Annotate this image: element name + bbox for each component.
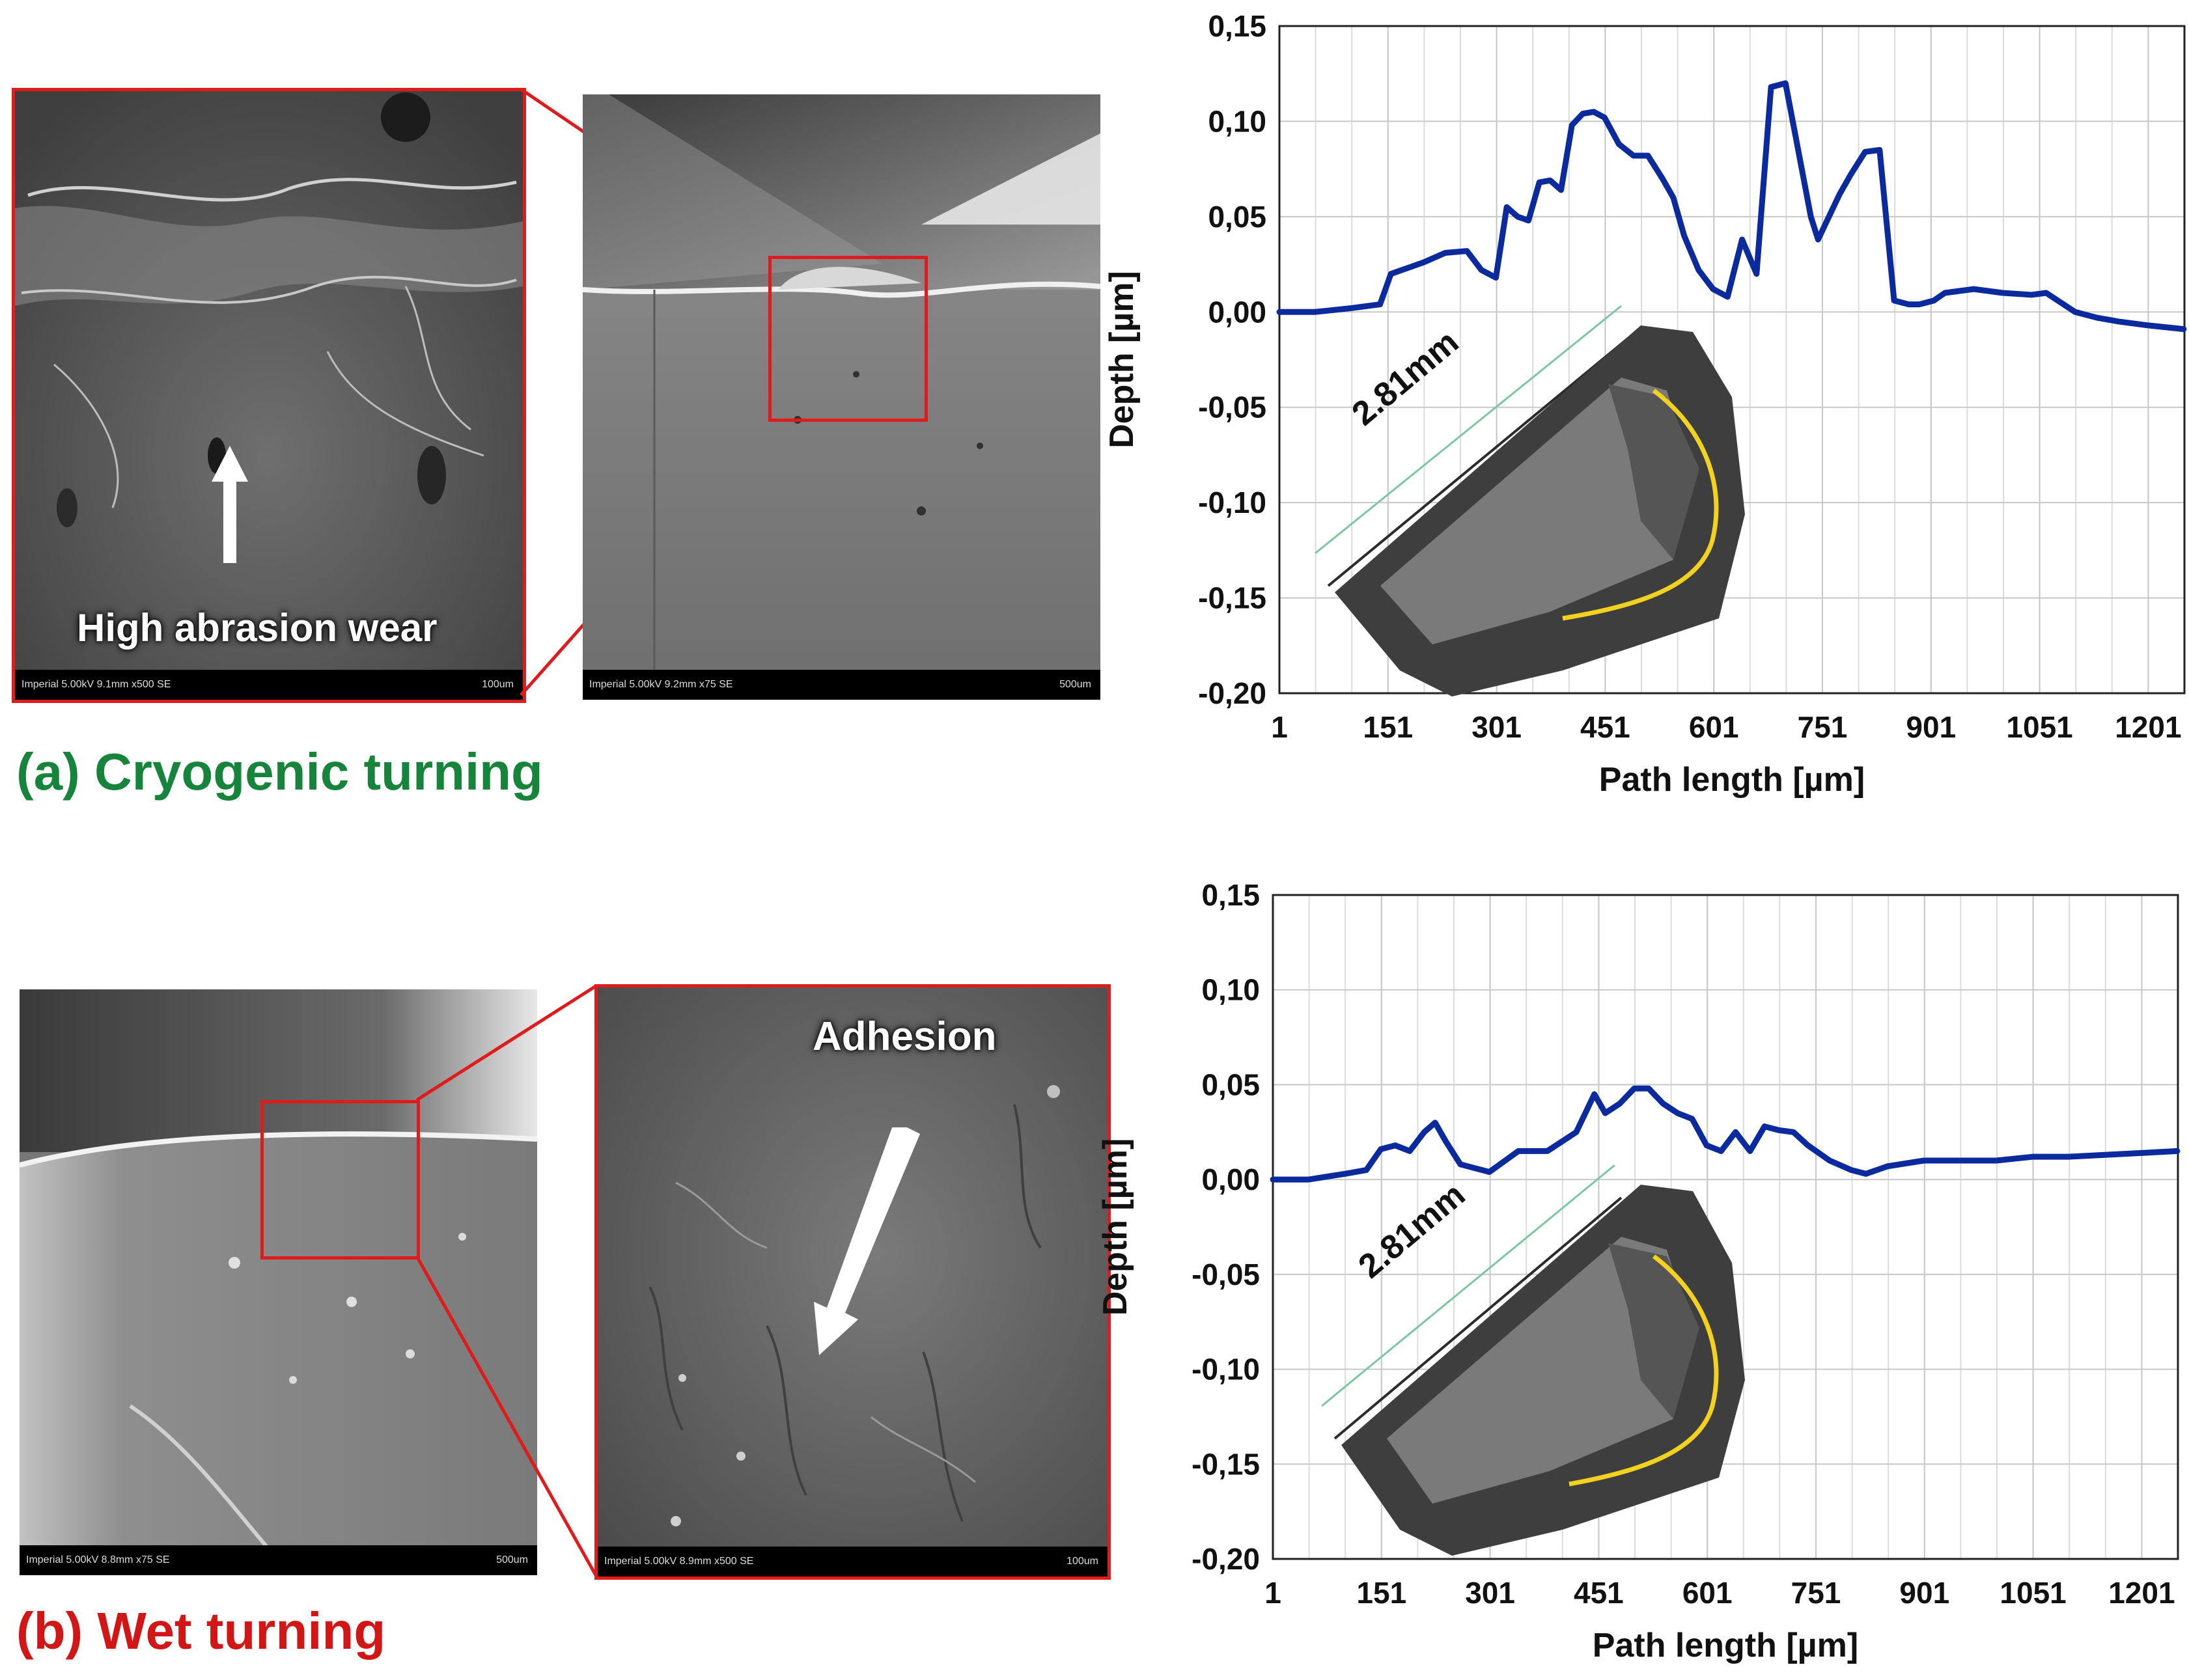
x-tick-label: 301 xyxy=(1471,710,1522,744)
x-tick-label: 901 xyxy=(1906,710,1956,744)
y-tick-label: -0,10 xyxy=(1192,1353,1260,1386)
x-tick-label: 301 xyxy=(1465,1576,1515,1610)
x-tick-label: 151 xyxy=(1363,710,1413,744)
y-tick-label: -0,05 xyxy=(1192,1258,1260,1291)
caption-a: (a) Cryogenic turning xyxy=(16,743,543,801)
y-tick-label: -0,15 xyxy=(1192,1447,1260,1481)
highlight-box-a xyxy=(768,256,928,422)
x-tick-label: 1201 xyxy=(2115,710,2181,744)
sem-texture-a-detail xyxy=(15,91,523,700)
x-tick-label: 1051 xyxy=(2000,1576,2066,1610)
y-tick-label: 0,05 xyxy=(1201,1067,1260,1101)
x-tick-label: 1 xyxy=(1271,710,1288,744)
sem-image-b-overview: Imperial 5.00kV 8.8mm x75 SE 500um xyxy=(20,989,537,1575)
y-tick-label: 0,15 xyxy=(1201,878,1260,912)
y-tick-label: -0,05 xyxy=(1198,391,1266,424)
y-tick-label: 0,00 xyxy=(1208,295,1266,329)
x-tick-label: 901 xyxy=(1899,1576,1949,1610)
scalebar-b-detail: Imperial 5.00kV 8.9mm x500 SE 100um xyxy=(598,1547,1108,1577)
depth-profile-chart-b: 0,15 0,10 0,05 0,00 -0,05 -0,10 -0,15 -0,20 1 151… xyxy=(1096,866,2189,1679)
y-tick-label: 0,10 xyxy=(1208,104,1266,138)
scalebar-b-overview: Imperial 5.00kV 8.8mm x75 SE 500um xyxy=(20,1545,537,1575)
annotation-high-abrasion-wear: High abrasion wear xyxy=(77,606,438,650)
x-tick-label: 601 xyxy=(1682,1576,1733,1610)
scalebar-length: 100um xyxy=(1067,1556,1098,1567)
x-tick-label: 1 xyxy=(1264,1576,1281,1610)
y-tick-label: -0,10 xyxy=(1198,486,1266,519)
plot-frame xyxy=(1278,25,2186,695)
y-axis-label: Depth [µm] xyxy=(1096,1138,1134,1316)
x-tick-label: 751 xyxy=(1791,1576,1841,1610)
y-tick-label: 0,00 xyxy=(1201,1163,1260,1196)
chart-svg-a: 0,15 0,10 0,05 0,00 -0,05 -0,10 -0,15 -0,201 151… xyxy=(1103,9,2187,799)
scalebar-length: 500um xyxy=(496,1554,528,1565)
x-tick-label: 451 xyxy=(1580,710,1630,744)
y-tick-label: 0,10 xyxy=(1201,973,1260,1007)
caption-b: (b) Wet turning xyxy=(16,1602,386,1660)
x-tick-label: 451 xyxy=(1574,1576,1624,1610)
sem-image-a-overview: Imperial 5.00kV 9.2mm x75 SE 500um xyxy=(583,94,1100,700)
scalebar-info: Imperial 5.00kV 8.8mm x75 SE xyxy=(26,1554,170,1565)
highlight-box-b xyxy=(260,1100,420,1260)
arrow-up-icon xyxy=(212,446,248,563)
scalebar-info: Imperial 5.00kV 9.1mm x500 SE xyxy=(21,679,171,690)
scalebar-length: 500um xyxy=(1059,679,1091,690)
x-tick-label: 1051 xyxy=(2006,710,2072,744)
series-line-depth xyxy=(1270,1085,2181,1183)
scalebar-info: Imperial 5.00kV 9.2mm x75 SE xyxy=(589,679,733,690)
sem-image-b-detail: Adhesion Imperial 5.00kV 8.9mm x500 SE 1… xyxy=(594,984,1111,1580)
x-axis-label: Path length [µm] xyxy=(1593,1627,1858,1664)
annotation-adhesion: Adhesion xyxy=(813,1014,997,1059)
x-tick-label: 751 xyxy=(1798,710,1848,744)
sem-texture-b-overview xyxy=(20,989,537,1575)
y-axis-label: Depth [µm] xyxy=(1103,271,1141,448)
x-tick-label: 151 xyxy=(1356,1576,1406,1610)
depth-profile-chart-a: 0,15 0,10 0,05 0,00 -0,05 -0,10 -0,15 -0,20 1 151… xyxy=(1103,0,2189,820)
tool-insert-image-b xyxy=(1321,1164,1745,1556)
series-line-depth xyxy=(1276,80,2187,333)
x-tick-label: 1201 xyxy=(2108,1576,2175,1610)
y-tick-label: -0,20 xyxy=(1198,676,1266,710)
y-tick-label: 0,05 xyxy=(1208,200,1266,234)
plot-frame xyxy=(1272,894,2179,1560)
y-tick-label: 0,15 xyxy=(1208,9,1266,43)
scalebar-info: Imperial 5.00kV 8.9mm x500 SE xyxy=(604,1556,754,1567)
arrow-down-left-icon xyxy=(814,1127,920,1355)
chart-svg-b: 0,15 0,10 0,05 0,00 -0,05 -0,10 -0,15 -0,201 151… xyxy=(1096,878,2181,1664)
sem-image-a-detail: High abrasion wear Imperial 5.00kV 9.1mm… xyxy=(12,88,526,703)
scalebar-a-detail: Imperial 5.00kV 9.1mm x500 SE 100um xyxy=(15,670,523,700)
x-tick-label: 601 xyxy=(1689,710,1739,744)
scalebar-length: 100um xyxy=(482,679,514,690)
y-tick-label: -0,15 xyxy=(1198,581,1266,615)
x-axis-label: Path length [µm] xyxy=(1599,761,1865,799)
tool-insert-image-a xyxy=(1315,305,1745,696)
y-tick-label: -0,20 xyxy=(1192,1542,1260,1576)
scalebar-a-overview: Imperial 5.00kV 9.2mm x75 SE 500um xyxy=(583,670,1100,700)
